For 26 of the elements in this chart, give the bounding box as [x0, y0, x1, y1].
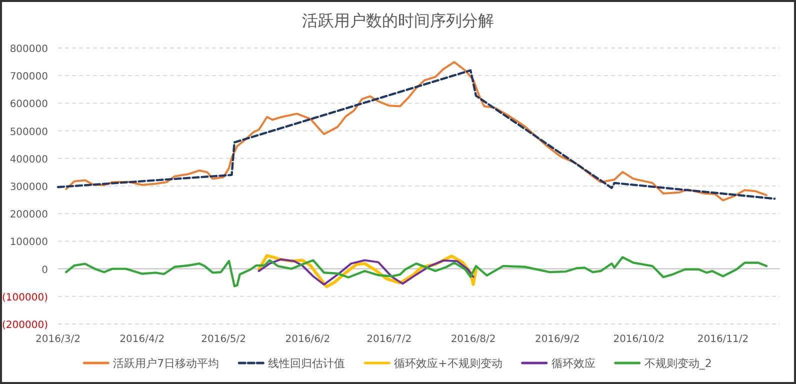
y-tick-label: (100000): [2, 292, 48, 304]
x-tick-label: 2016/7/2: [366, 334, 412, 345]
y-tick-label: 300000: [10, 182, 48, 193]
chart-title: 活跃用户数的时间序列分解: [302, 11, 494, 30]
y-tick-label: 500000: [10, 126, 48, 138]
y-tick-label: 600000: [10, 99, 48, 110]
x-tick-label: 2016/8/2: [450, 334, 496, 345]
legend-label: 循环效应+不规则变动: [394, 357, 502, 370]
y-tick-label: 800000: [10, 44, 48, 55]
y-tick-label: 400000: [10, 154, 48, 166]
y-tick-label: 0: [42, 264, 48, 276]
y-tick-label: (200000): [2, 320, 48, 331]
y-tick-label: 200000: [10, 210, 48, 221]
legend-label: 活跃用户7日移动平均: [113, 357, 220, 370]
y-tick-label: 700000: [10, 72, 48, 83]
x-tick-label: 2016/10/2: [613, 334, 664, 345]
legend-label: 线性回归估计值: [268, 357, 346, 370]
x-tick-label: 2016/3/2: [36, 334, 80, 345]
x-tick-label: 2016/5/2: [201, 334, 246, 345]
x-tick-label: 2016/4/2: [120, 334, 165, 345]
legend-label: 循环效应: [551, 357, 596, 370]
x-tick-label: 2016/6/2: [285, 334, 330, 345]
y-tick-label: 100000: [10, 237, 48, 248]
x-tick-label: 2016/9/2: [534, 334, 580, 345]
legend-label: 不规则变动_2: [644, 357, 712, 370]
x-tick-label: 2016/11/2: [697, 334, 749, 345]
